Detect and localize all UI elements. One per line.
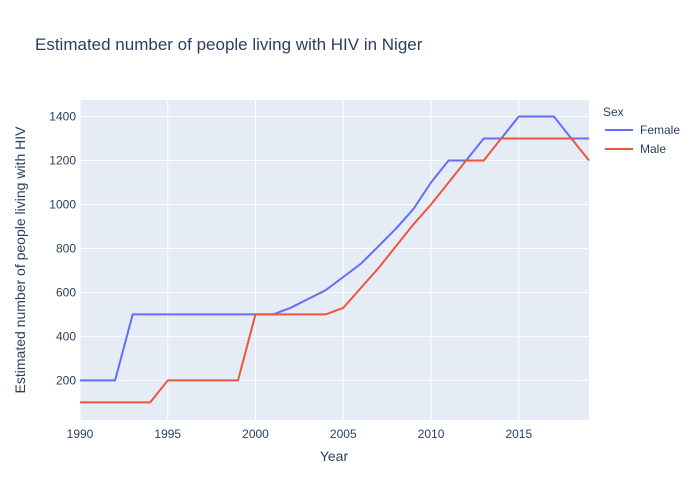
series-lines [80,115,590,404]
series-line-female[interactable] [80,115,589,382]
y-tick-label: 1000 [49,197,76,211]
chart-title: Estimated number of people living with H… [35,35,423,54]
x-tick-label: 2015 [505,427,532,441]
x-tick-label: 2000 [242,427,269,441]
y-axis-title: Estimated number of people living with H… [12,126,28,394]
y-tick-label: 400 [56,329,76,343]
x-tick-label: 2010 [418,427,445,441]
legend[interactable]: Sex Female Male [603,105,680,156]
y-tick-label: 1400 [49,109,76,123]
y-tick-label: 1200 [49,153,76,167]
gridlines [79,100,589,420]
legend-title: Sex [603,105,624,119]
legend-label: Female [640,123,680,137]
y-tick-label: 600 [56,285,76,299]
x-tick-labels: 1990 1995 2000 2005 2010 2015 [67,427,533,441]
series-line-male[interactable] [80,137,590,404]
x-tick-label: 1990 [67,427,94,441]
legend-label: Male [640,142,666,156]
y-tick-labels: 200 400 600 800 1000 1200 1400 [49,109,76,387]
x-axis-title: Year [320,448,349,464]
y-tick-label: 800 [56,241,76,255]
plot-area [80,100,589,420]
x-tick-label: 2005 [330,427,357,441]
y-tick-label: 200 [56,373,76,387]
legend-item-female[interactable]: Female [605,123,680,137]
legend-item-male[interactable]: Male [605,142,666,156]
x-tick-label: 1995 [154,427,181,441]
